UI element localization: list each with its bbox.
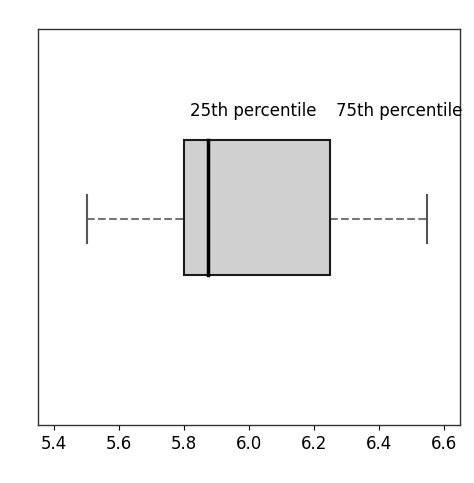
- Text: 75th percentile: 75th percentile: [337, 102, 463, 120]
- Bar: [184, 140, 330, 274]
- Text: 25th percentile: 25th percentile: [191, 102, 317, 120]
